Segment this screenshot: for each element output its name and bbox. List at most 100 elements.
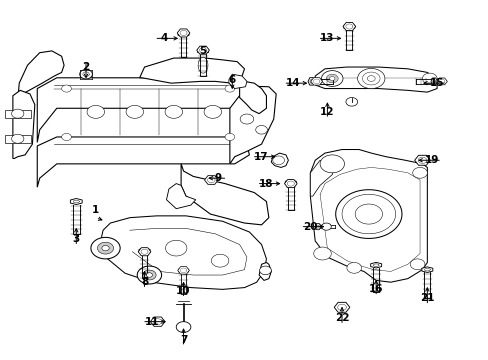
Text: 11: 11 [144, 317, 159, 327]
Polygon shape [139, 248, 150, 254]
Polygon shape [259, 262, 271, 280]
Text: 21: 21 [419, 293, 434, 303]
Polygon shape [91, 237, 120, 259]
Text: 20: 20 [303, 222, 317, 231]
Text: 6: 6 [228, 75, 235, 85]
Polygon shape [320, 155, 344, 173]
Polygon shape [272, 156, 284, 165]
Polygon shape [18, 51, 64, 101]
Polygon shape [307, 78, 314, 85]
Polygon shape [239, 81, 266, 114]
Polygon shape [412, 167, 427, 178]
Polygon shape [342, 22, 355, 31]
Polygon shape [181, 164, 268, 225]
Polygon shape [61, 134, 71, 140]
Polygon shape [333, 302, 349, 312]
Polygon shape [345, 98, 357, 106]
Text: 8: 8 [141, 277, 148, 287]
Polygon shape [146, 273, 152, 277]
Polygon shape [37, 137, 249, 187]
Text: 17: 17 [254, 152, 268, 162]
Text: 4: 4 [160, 33, 167, 43]
Polygon shape [271, 153, 288, 167]
Polygon shape [255, 126, 267, 134]
Text: 14: 14 [285, 78, 300, 88]
Polygon shape [61, 85, 71, 92]
Polygon shape [414, 155, 429, 165]
Polygon shape [4, 110, 31, 117]
Polygon shape [87, 105, 104, 118]
Text: 7: 7 [180, 334, 187, 345]
Polygon shape [436, 78, 447, 85]
Polygon shape [357, 68, 384, 89]
Polygon shape [178, 268, 188, 273]
Polygon shape [196, 46, 209, 54]
Polygon shape [321, 223, 330, 230]
Polygon shape [70, 198, 82, 204]
Text: 16: 16 [368, 284, 383, 294]
Polygon shape [165, 240, 186, 256]
Polygon shape [211, 254, 228, 267]
Text: 10: 10 [176, 286, 190, 296]
Polygon shape [228, 74, 246, 89]
Polygon shape [177, 267, 189, 274]
Polygon shape [370, 262, 381, 268]
Text: 22: 22 [334, 313, 348, 323]
Polygon shape [325, 74, 338, 83]
Polygon shape [197, 48, 208, 54]
Polygon shape [285, 180, 296, 185]
Polygon shape [204, 176, 218, 184]
Polygon shape [313, 247, 330, 260]
Polygon shape [342, 194, 395, 234]
Polygon shape [346, 262, 361, 273]
Polygon shape [177, 29, 189, 37]
Polygon shape [310, 160, 334, 196]
Polygon shape [329, 77, 334, 81]
Polygon shape [138, 248, 151, 256]
Text: 15: 15 [429, 78, 444, 88]
Text: 9: 9 [214, 173, 221, 183]
Polygon shape [224, 134, 234, 140]
Polygon shape [142, 270, 156, 280]
Polygon shape [203, 105, 221, 118]
Polygon shape [140, 58, 244, 83]
Polygon shape [421, 267, 432, 273]
Text: 18: 18 [259, 179, 273, 189]
Polygon shape [314, 224, 320, 230]
Polygon shape [284, 180, 297, 188]
Polygon shape [321, 71, 342, 86]
Text: 12: 12 [320, 107, 334, 117]
Polygon shape [166, 184, 195, 209]
Text: 1: 1 [92, 206, 99, 216]
Polygon shape [37, 78, 249, 142]
Polygon shape [362, 72, 379, 85]
Polygon shape [178, 31, 189, 37]
Polygon shape [315, 67, 436, 92]
Polygon shape [12, 134, 24, 143]
Text: 19: 19 [424, 155, 439, 165]
Polygon shape [101, 216, 266, 289]
Text: 13: 13 [320, 33, 334, 43]
Polygon shape [366, 76, 374, 81]
Polygon shape [240, 114, 253, 124]
Polygon shape [343, 24, 354, 30]
Polygon shape [422, 73, 436, 84]
Polygon shape [354, 204, 382, 224]
Polygon shape [335, 190, 401, 238]
Polygon shape [97, 242, 113, 254]
Text: 2: 2 [82, 62, 89, 72]
Polygon shape [310, 78, 322, 85]
Polygon shape [13, 90, 35, 158]
Polygon shape [12, 109, 24, 118]
Polygon shape [4, 135, 31, 143]
Polygon shape [126, 105, 143, 118]
Polygon shape [430, 78, 436, 85]
Polygon shape [259, 266, 271, 275]
Polygon shape [198, 57, 207, 73]
Polygon shape [176, 321, 190, 332]
Polygon shape [224, 85, 234, 92]
Polygon shape [80, 69, 92, 79]
Polygon shape [150, 317, 164, 326]
Polygon shape [102, 246, 109, 251]
Polygon shape [165, 105, 182, 118]
